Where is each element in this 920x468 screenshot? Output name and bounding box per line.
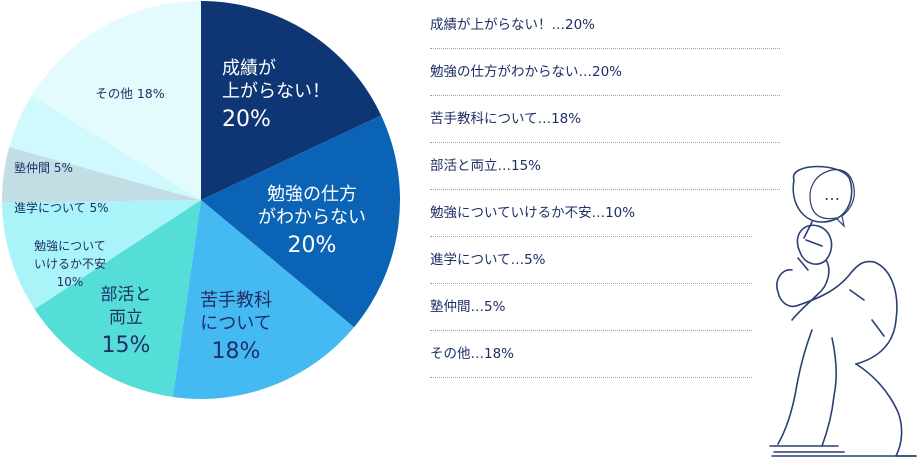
slice-label: 部活と (101, 285, 152, 305)
pie-slice (2, 200, 201, 310)
legend-item: 苦手教科について…18% (430, 96, 780, 143)
pie-slice (2, 147, 202, 203)
slice-value-label: 20% (288, 233, 337, 258)
thought-bubble-text: … (824, 185, 840, 204)
slice-value-label: 15% (102, 333, 151, 358)
pie-slice (9, 95, 202, 200)
slice-label: 苦手教科 (200, 290, 272, 311)
legend-item: 部活と両立…15% (430, 143, 780, 190)
slice-label: がわからない (258, 207, 366, 228)
pie-slice (31, 1, 202, 200)
pie-chart: 成績が上がらない！ 20% 勉強の仕方がわからない 20% 苦手教科について 18% 部活と… (2, 1, 400, 399)
thinker-statue-icon: … (769, 165, 917, 457)
slice-label: 勉強について (34, 239, 106, 253)
legend-item: 勉強についていけるか不安…10% (430, 190, 752, 237)
slice-label: について (200, 313, 271, 334)
legend-item: 勉強の仕方がわからない…20% (430, 49, 780, 96)
slice-label: 両立 (109, 308, 143, 328)
pie-slice (34, 200, 201, 398)
pie-slice (172, 200, 355, 399)
slice-value-label: 10% (57, 275, 84, 289)
slice-label: 成績が (222, 58, 276, 79)
slice-value-label: 20% (222, 107, 271, 132)
slice-label: 塾仲間 5% (14, 160, 73, 175)
slice-label: 上がらない！ (222, 81, 330, 102)
slice-label: 進学について 5% (14, 200, 109, 215)
slice-label: 勉強の仕方 (267, 184, 357, 205)
slice-label: その他 18% (95, 86, 164, 101)
legend-item: 成績が上がらない！…20% (430, 2, 780, 49)
slice-label: いけるか不安 (34, 256, 106, 271)
slice-value-label: 18% (212, 339, 261, 364)
legend-item: 塾仲間…5% (430, 284, 752, 331)
legend-item: その他…18% (430, 331, 752, 378)
pie-slice (201, 1, 382, 200)
legend-item: 進学について…5% (430, 237, 752, 284)
pie-slice (201, 115, 400, 328)
